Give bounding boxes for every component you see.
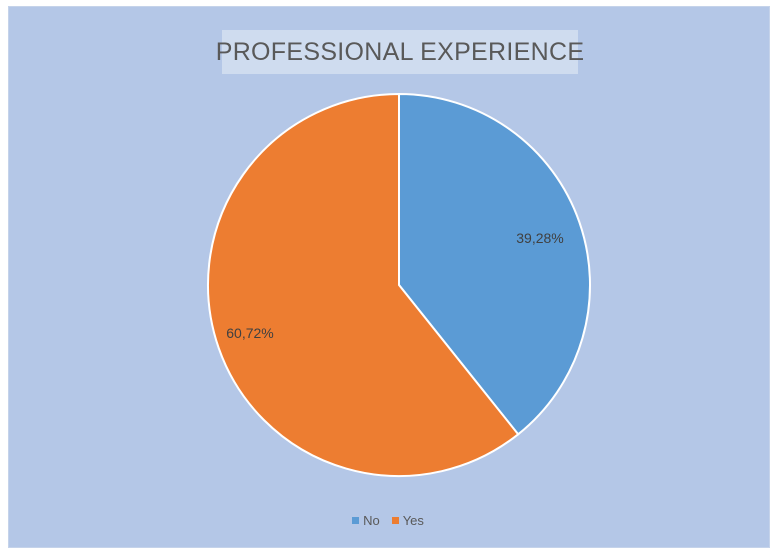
pie-slice-yes <box>207 92 520 477</box>
legend-swatch-no <box>352 517 360 524</box>
data-label-no: 39,28% <box>516 230 563 246</box>
legend-label-no: No <box>363 513 380 528</box>
legend-swatch-yes <box>391 517 399 524</box>
legend-label-yes: Yes <box>402 513 424 528</box>
legend-item-no: No <box>352 513 380 528</box>
chart-legend: No Yes <box>0 513 776 528</box>
chart-title: PROFESSIONAL EXPERIENCE <box>215 37 585 66</box>
chart-title-box: PROFESSIONAL EXPERIENCE <box>216 30 584 74</box>
legend-item-yes: Yes <box>391 513 424 528</box>
pie-slice-no <box>398 92 591 436</box>
data-label-yes: 60,72% <box>226 325 273 341</box>
